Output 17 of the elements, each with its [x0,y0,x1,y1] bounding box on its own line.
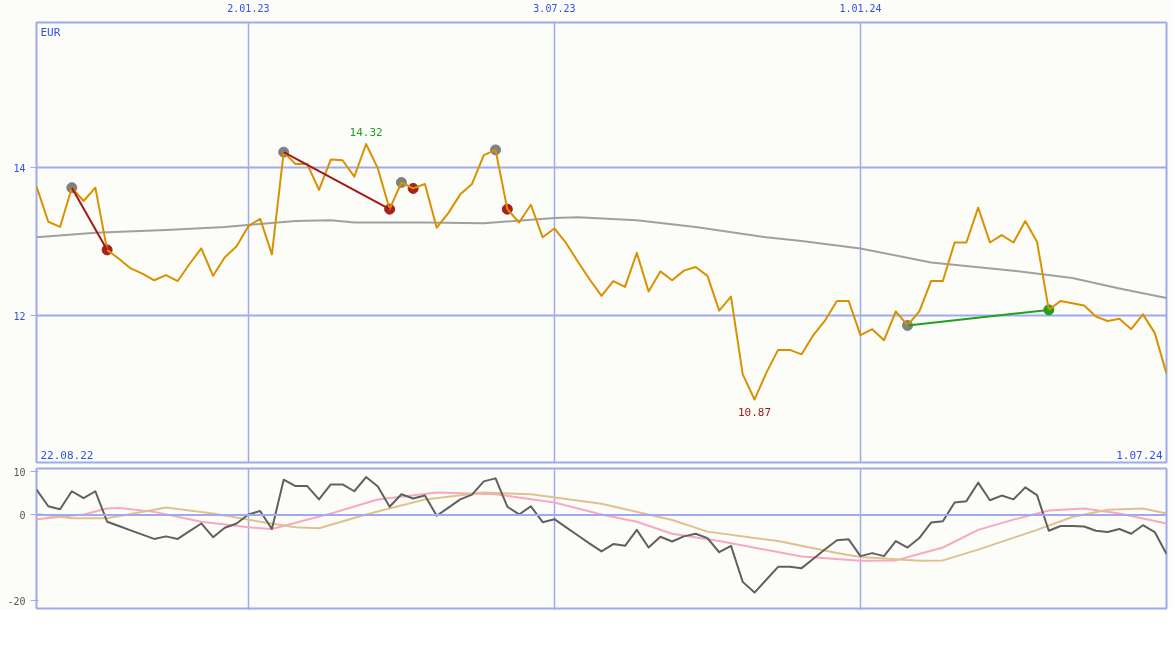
x-tick-label: 3.07.23 [533,2,576,14]
line-series [36,216,1167,300]
x-tick-label: 1.01.24 [839,2,882,14]
y-tick-label: 14 [13,162,26,174]
x-tick-label: 2.01.23 [227,2,270,14]
line-series [36,142,1167,401]
annotation: 22.08.22 [40,448,94,462]
y-tick-label: -20 [7,595,26,607]
annotation: 10.87 [737,405,772,419]
annotation: 14.32 [349,125,383,139]
line-series [36,491,1167,562]
y-tick-label: 12 [13,310,26,322]
y-tick-label: 10 [13,466,26,478]
line-series [36,476,1167,594]
annotation: EUR [40,25,61,39]
y-tick-label: 0 [19,509,26,521]
annotation: 1.07.24 [1116,448,1163,462]
